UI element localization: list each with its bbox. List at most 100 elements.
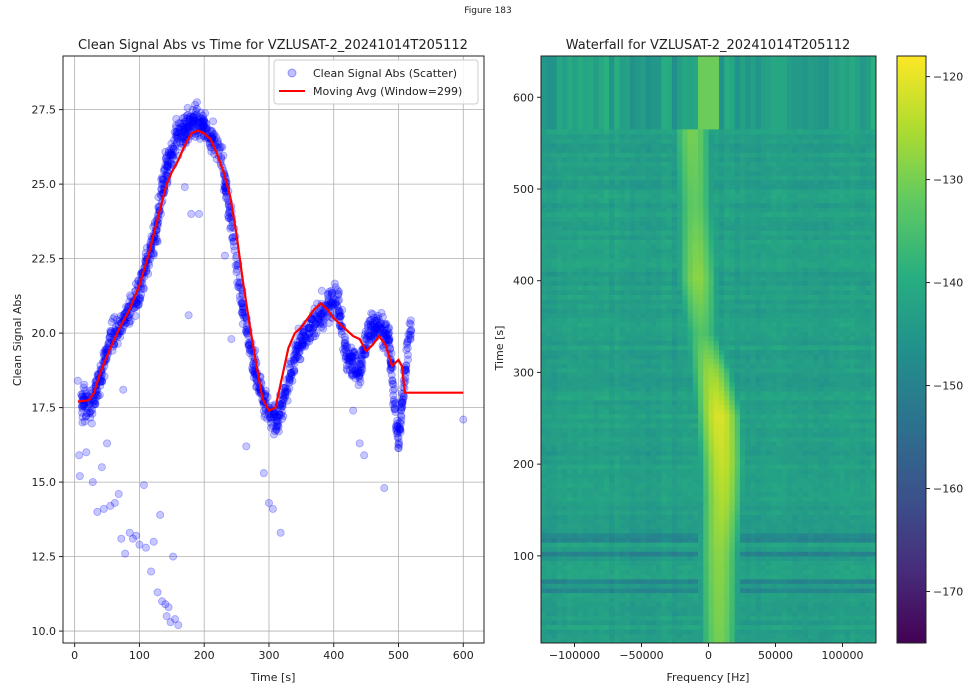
waterfall-cell (567, 418, 573, 424)
waterfall-cell (807, 468, 814, 474)
waterfall-cell (582, 583, 589, 589)
waterfall-cell (645, 574, 652, 580)
waterfall-cell (792, 551, 798, 557)
waterfall-cell (661, 427, 668, 433)
waterfall-cell (865, 464, 872, 470)
scatter-point (298, 340, 307, 349)
waterfall-cell (718, 496, 725, 502)
waterfall-cell (666, 560, 673, 566)
waterfall-cell (839, 569, 846, 575)
waterfall-cell (766, 413, 772, 419)
waterfall-cell (713, 610, 720, 616)
waterfall-cell (609, 445, 615, 451)
waterfall-cell (561, 445, 568, 451)
waterfall-cell (766, 445, 772, 451)
waterfall-cell (593, 546, 600, 552)
waterfall-cell (718, 610, 725, 616)
waterfall-cell (713, 409, 720, 415)
waterfall-cell (844, 578, 851, 584)
waterfall-cell (797, 578, 804, 584)
waterfall-cell (541, 629, 547, 635)
waterfall-cell (729, 551, 736, 557)
waterfall-cell (834, 615, 840, 621)
waterfall-cell (698, 441, 704, 447)
waterfall-cell (807, 615, 814, 621)
waterfall-cell (797, 441, 804, 447)
waterfall-cell (787, 487, 793, 493)
waterfall-cell (865, 459, 872, 465)
waterfall-cell (771, 546, 778, 552)
waterfall-cell (734, 555, 741, 561)
waterfall-cell (546, 624, 552, 630)
waterfall-cell (734, 473, 741, 479)
scatter-point (312, 329, 321, 338)
waterfall-cell (677, 510, 683, 516)
waterfall-cell (713, 555, 720, 561)
waterfall-cell (834, 399, 840, 406)
waterfall-cell (551, 450, 558, 456)
legend-label-line: Moving Avg (Window=299) (313, 85, 462, 98)
scatter-point (293, 344, 302, 353)
waterfall-cell (729, 578, 736, 584)
waterfall-cell (713, 532, 720, 539)
waterfall-cell (572, 500, 579, 506)
waterfall-cell (823, 597, 830, 603)
waterfall-cell (797, 399, 804, 406)
waterfall-cell (813, 601, 819, 607)
waterfall-cell (687, 597, 694, 603)
waterfall-cell (771, 519, 778, 525)
waterfall-cell (572, 624, 579, 630)
waterfall-cell (745, 413, 751, 419)
waterfall-cell (541, 505, 547, 511)
waterfall-cell (865, 633, 872, 639)
waterfall-cell (624, 601, 631, 607)
waterfall-cell (650, 404, 657, 410)
waterfall-cell (787, 620, 793, 626)
waterfall-cell (718, 574, 725, 580)
waterfall-cell (729, 597, 736, 603)
waterfall-cell (844, 418, 851, 424)
scatter-point (132, 531, 141, 540)
waterfall-cell (588, 629, 594, 635)
waterfall-cell (609, 519, 615, 525)
waterfall-cell (807, 487, 814, 493)
waterfall-cell (718, 500, 725, 506)
waterfall-cell (614, 565, 621, 571)
waterfall-cell (603, 413, 610, 419)
waterfall-cell (718, 510, 725, 516)
waterfall-cell (609, 592, 615, 598)
waterfall-cell (724, 432, 730, 438)
waterfall-cell (750, 427, 757, 433)
waterfall-cell (766, 606, 772, 612)
waterfall-cell (572, 464, 579, 470)
waterfall-cell (865, 565, 872, 571)
waterfall-cell (818, 601, 825, 607)
waterfall-cell (787, 56, 793, 130)
waterfall-cell (645, 565, 652, 571)
waterfall-cell (818, 528, 825, 534)
waterfall-cell (682, 546, 689, 552)
waterfall-cell (682, 615, 689, 621)
waterfall-cell (766, 427, 772, 433)
waterfall-cell (588, 560, 594, 566)
waterfall-cell (624, 528, 631, 534)
waterfall-cell (556, 546, 563, 552)
scatter-point (134, 295, 143, 304)
waterfall-cell (828, 477, 835, 483)
waterfall-cell (635, 555, 641, 561)
waterfall-cell (855, 592, 861, 598)
waterfall-cell (792, 477, 798, 483)
waterfall-cell (614, 500, 621, 506)
waterfall-cell (640, 551, 647, 557)
waterfall-cell (718, 418, 725, 424)
waterfall-cell (614, 454, 621, 461)
waterfall-cell (766, 551, 772, 557)
waterfall-cell (844, 496, 851, 502)
waterfall-cell (687, 56, 694, 130)
waterfall-cell (865, 510, 872, 516)
waterfall-cell (556, 597, 563, 603)
waterfall-cell (671, 560, 678, 566)
waterfall-cell (844, 450, 851, 456)
waterfall-cell (682, 510, 689, 516)
waterfall-cell (797, 537, 804, 543)
